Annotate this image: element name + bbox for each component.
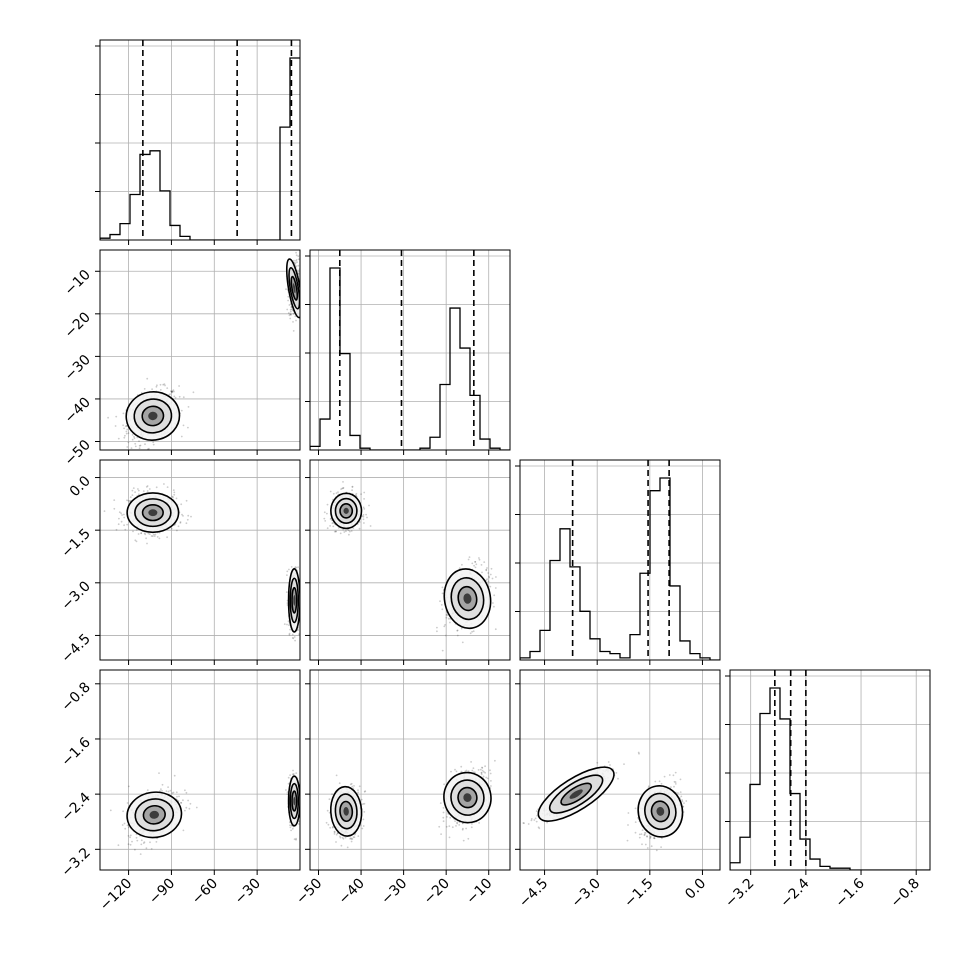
x-tick-label: −120 [97, 876, 136, 915]
density-contours [125, 390, 181, 441]
x-tick-label: −30 [378, 876, 410, 908]
panel-frame [309, 459, 511, 661]
x-tick-label: −60 [189, 876, 221, 908]
panel-frame [519, 459, 721, 661]
joint-panel-1-3 [310, 670, 510, 870]
y-tick-label: −20 [62, 309, 94, 341]
y-tick-label: −40 [62, 394, 94, 426]
x-tick-label: −50 [293, 876, 325, 908]
density-contours [330, 492, 363, 530]
panel-frame [309, 669, 511, 871]
x-tick-label: −3.2 [722, 876, 757, 911]
y-tick-label: −30 [62, 352, 94, 384]
panel-frame [99, 459, 301, 661]
y-tick-label: −0.8 [58, 679, 93, 714]
x-tick-label: −30 [232, 876, 264, 908]
histogram-step-0 [100, 57, 300, 240]
x-tick-label: 0.0 [682, 876, 709, 903]
density-contours [637, 785, 684, 838]
y-tick-label: −4.5 [58, 631, 93, 666]
density-contours [443, 771, 492, 824]
panel-frame [519, 669, 721, 871]
density-contours [443, 568, 492, 630]
y-tick-label: −3.0 [58, 578, 93, 613]
y-tick-label: −1.5 [58, 526, 93, 561]
x-tick-label: −2.4 [777, 875, 812, 910]
y-tick-label: −50 [62, 437, 94, 469]
density-contours [329, 785, 363, 837]
histogram-panel-1 [305, 250, 510, 450]
density-contours [287, 567, 300, 633]
histogram-step-3 [730, 687, 930, 870]
panel-frame [309, 249, 511, 451]
panel-frame [99, 249, 301, 451]
x-tick-label: −1.5 [621, 876, 656, 911]
joint-panel-0-3 [100, 670, 300, 870]
x-tick-label: −90 [146, 876, 178, 908]
x-tick-label: −4.5 [516, 876, 551, 911]
x-tick-label: −0.8 [888, 876, 923, 911]
density-contours [126, 791, 183, 839]
y-tick-label: −1.6 [58, 734, 93, 769]
x-tick-label: −10 [463, 876, 495, 908]
joint-panel-1-2 [310, 460, 510, 660]
y-tick-label: −2.4 [58, 790, 93, 825]
x-tick-label: −40 [336, 876, 368, 908]
density-contours [126, 492, 180, 534]
x-tick-label: −20 [421, 876, 453, 908]
panel-frame [99, 669, 301, 871]
x-tick-label: −3.0 [569, 876, 604, 911]
joint-panel-2-3 [520, 670, 720, 870]
joint-panel-0-2 [100, 460, 300, 660]
histogram-step-2 [520, 477, 720, 660]
histogram-panel-2 [515, 460, 720, 660]
histogram-panel-3 [725, 670, 930, 870]
density-contours [287, 775, 300, 827]
histogram-panel-0 [95, 40, 300, 240]
y-tick-label: −3.2 [58, 845, 93, 880]
histogram-step-1 [310, 267, 510, 450]
x-tick-label: −1.6 [833, 875, 868, 910]
panel-frame [99, 39, 301, 241]
panel-frame [729, 669, 931, 871]
y-tick-label: 0.0 [67, 473, 94, 500]
density-contours [537, 766, 615, 822]
y-tick-label: −10 [62, 267, 94, 299]
joint-panel-0-1 [100, 250, 300, 450]
